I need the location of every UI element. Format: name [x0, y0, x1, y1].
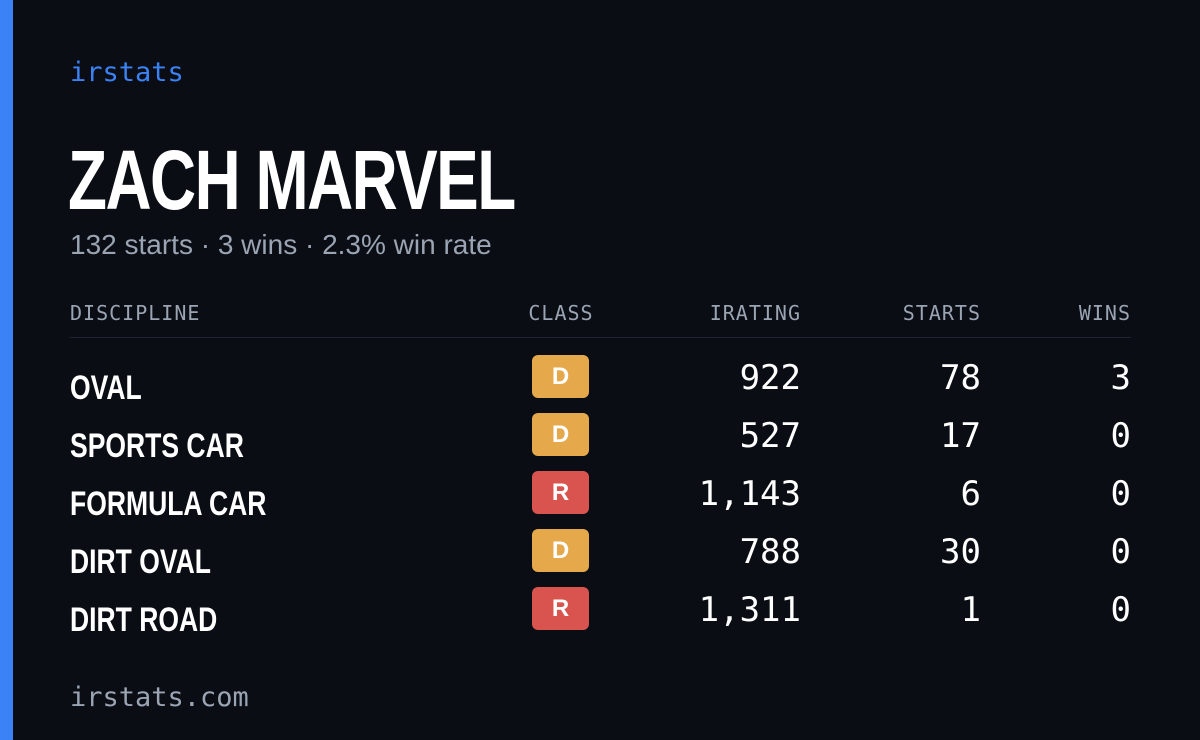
- footer-url: irstats.com: [70, 682, 249, 713]
- discipline-name: SPORTS CAR: [70, 427, 244, 465]
- driver-summary: 132 starts · 3 wins · 2.3% win rate: [70, 229, 492, 260]
- table-row: DIRT OVAL D 788 30 0: [70, 528, 1131, 586]
- wins-value: 0: [1110, 474, 1131, 514]
- header-class: CLASS: [528, 301, 594, 325]
- class-badge: D: [532, 413, 589, 456]
- irating-value: 788: [739, 532, 801, 572]
- starts-value: 78: [940, 358, 981, 398]
- discipline-name: OVAL: [70, 369, 142, 407]
- wins-value: 3: [1110, 358, 1131, 398]
- table-row: OVAL D 922 78 3: [70, 354, 1131, 412]
- stats-table: DISCIPLINE CLASS IRATING STARTS WINS OVA…: [70, 297, 1131, 644]
- discipline-name: DIRT OVAL: [70, 543, 211, 581]
- table-row: DIRT ROAD R 1,311 1 0: [70, 586, 1131, 644]
- table-body: OVAL D 922 78 3 SPORTS CAR D 527 17 0 FO…: [70, 354, 1131, 644]
- wins-value: 0: [1110, 532, 1131, 572]
- header-wins: WINS: [1078, 301, 1131, 325]
- header-starts: STARTS: [902, 301, 981, 325]
- class-badge: D: [532, 355, 589, 398]
- class-badge: R: [532, 471, 589, 514]
- starts-value: 30: [940, 532, 981, 572]
- discipline-name: FORMULA CAR: [70, 485, 267, 523]
- brand-logo: irstats: [70, 57, 184, 88]
- discipline-name: DIRT ROAD: [70, 601, 218, 639]
- class-badge: R: [532, 587, 589, 630]
- starts-value: 17: [940, 416, 981, 456]
- irating-value: 527: [739, 416, 801, 456]
- starts-value: 1: [960, 590, 981, 630]
- irating-value: 1,311: [698, 590, 801, 630]
- table-header: DISCIPLINE CLASS IRATING STARTS WINS: [70, 297, 1131, 338]
- table-row: FORMULA CAR R 1,143 6 0: [70, 470, 1131, 528]
- table-row: SPORTS CAR D 527 17 0: [70, 412, 1131, 470]
- starts-value: 6: [960, 474, 981, 514]
- irating-value: 1,143: [698, 474, 801, 514]
- accent-bar: [0, 0, 13, 740]
- header-irating: IRATING: [709, 301, 801, 325]
- wins-value: 0: [1110, 416, 1131, 456]
- driver-name: ZACH MARVEL: [68, 133, 516, 227]
- class-badge: D: [532, 529, 589, 572]
- header-discipline: DISCIPLINE: [70, 301, 201, 325]
- irating-value: 922: [739, 358, 801, 398]
- wins-value: 0: [1110, 590, 1131, 630]
